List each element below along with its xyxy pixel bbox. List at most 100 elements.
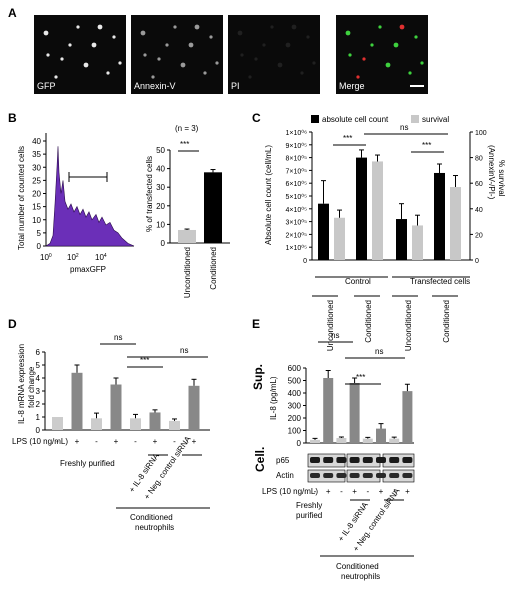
d-ylabel-2: fold change (27, 366, 36, 408)
d-sig-ns2: ns (180, 346, 188, 355)
panel-c-label: C (252, 111, 261, 125)
b-ytick-label: 20 (156, 202, 165, 211)
c-xtick-label: Unconditioned (326, 300, 335, 351)
b-ytick-label: 40 (156, 165, 165, 174)
cell-dot (277, 62, 283, 68)
hist-ytick-label: 25 (32, 176, 41, 185)
blot-band-p65 (323, 457, 334, 463)
d-ytick-label: 2 (36, 400, 41, 409)
c-bar-survival (450, 187, 461, 260)
c-xtick-label: Conditioned (364, 300, 373, 343)
d-bar (188, 385, 200, 430)
d-group-fresh: Freshly purified (60, 459, 115, 468)
e-sig-ns2: ns (375, 347, 383, 356)
b-bar-unconditioned (178, 229, 196, 243)
panel-b-histogram: 0 5 10 15 20 25 30 35 40 100 102 104 pmaxGFP Tot… (17, 133, 135, 274)
cell-dot (345, 30, 351, 36)
blot-band-actin (362, 473, 373, 478)
cell-dot (408, 71, 412, 75)
blot-band-p65 (362, 457, 373, 463)
hist-ytick-label: 0 (37, 242, 42, 251)
hist-ytick-label: 35 (32, 150, 41, 159)
cell-dot (237, 30, 243, 36)
hist-xlabel: pmaxGFP (70, 265, 106, 274)
cell-dot (76, 25, 80, 29)
blot-band-p65 (402, 457, 413, 463)
d-ytick-label: 3 (36, 387, 41, 396)
cell-dot (68, 43, 72, 47)
e-cell-label: Cell. (253, 447, 267, 472)
cell-dot (151, 75, 155, 79)
cell-dot (165, 43, 169, 47)
c-bar-count (434, 172, 445, 260)
d-bar (130, 418, 141, 430)
d-lps-mark: + (114, 437, 119, 446)
e-group-cond-1: Conditioned (336, 562, 379, 571)
c-bar-count (356, 157, 367, 260)
e-lps-mark: - (366, 487, 369, 496)
d-lps-mark: + (192, 437, 197, 446)
c-ytick-right-label: 0 (475, 258, 479, 265)
panel-b-barchart: (n = 3) *** % of transfected cells 0 10 20… (145, 124, 230, 298)
c-ytick-left-label: 5×10⁰⁵ (286, 193, 308, 201)
blot-band-actin (402, 473, 413, 478)
cell-dot (240, 53, 244, 57)
cell-dot (414, 35, 418, 39)
cell-dot (306, 35, 310, 39)
blot-band-p65 (310, 457, 320, 463)
e-sig-star: *** (356, 373, 365, 382)
micrograph-pi (228, 15, 320, 94)
d-bar (71, 372, 83, 430)
e-bar (362, 438, 373, 443)
e-lps-mark: + (352, 487, 357, 496)
cell-dot (54, 75, 58, 79)
c-xtick-label: Conditioned (442, 300, 451, 343)
c-ytick-left-label: 1×10⁰⁶ (286, 129, 308, 137)
c-ytick-left-label: 9×10⁰⁵ (286, 142, 308, 150)
d-bar (52, 417, 63, 430)
e-sup-label: Sup. (251, 364, 265, 390)
blot-band-actin (310, 473, 320, 478)
d-ytick-label: 6 (36, 348, 41, 357)
e-lps-mark: - (340, 487, 343, 496)
cell-dot (215, 61, 219, 65)
legend-count: absolute cell count (322, 115, 389, 124)
blot-band-actin (349, 473, 360, 478)
d-ytick-label: 0 (36, 426, 41, 435)
c-ytick-right-label: 60 (475, 181, 483, 188)
d-bar (110, 384, 122, 430)
d-lps-mark: + (75, 437, 80, 446)
legend-survival: survival (422, 115, 449, 124)
n-label: (n = 3) (175, 124, 199, 133)
cell-dot (112, 35, 116, 39)
hist-xtick-4: 104 (95, 253, 107, 262)
histogram-fill (44, 146, 135, 247)
c-ytick-left-label: 0 (303, 258, 307, 265)
c-ytick-left-label: 1×10⁰⁵ (286, 244, 308, 252)
cell-dot (194, 24, 200, 30)
c-ytick-left-label: 6×10⁰⁵ (286, 180, 308, 188)
cell-dot (140, 30, 146, 36)
d-lps-label: LPS (10 ng/mL) (12, 437, 68, 446)
e-group-fresh-1: Freshly (296, 501, 322, 510)
panel-e-label: E (252, 317, 260, 331)
cell-dot (173, 25, 177, 29)
tile-label-gfp: GFP (37, 81, 56, 91)
cell-dot (393, 42, 399, 48)
d-bar (91, 418, 102, 430)
c-sig-2: ns (400, 123, 408, 132)
e-bar (310, 439, 320, 443)
e-lps-label: LPS (10 ng/mL) (262, 487, 318, 496)
e-bar (389, 438, 400, 443)
blot-band-actin (336, 473, 347, 478)
e-ytick-label: 200 (288, 414, 302, 423)
blot-band-p65 (349, 457, 360, 463)
panel-b-label: B (8, 111, 17, 125)
d-lps-mark: - (95, 437, 98, 446)
e-bar (349, 383, 360, 443)
b-ytick-label: 0 (161, 239, 166, 248)
blot-band-actin (389, 473, 400, 478)
hist-ytick-label: 10 (32, 216, 41, 225)
c-ytick-left-label: 7×10⁰⁵ (286, 167, 308, 175)
